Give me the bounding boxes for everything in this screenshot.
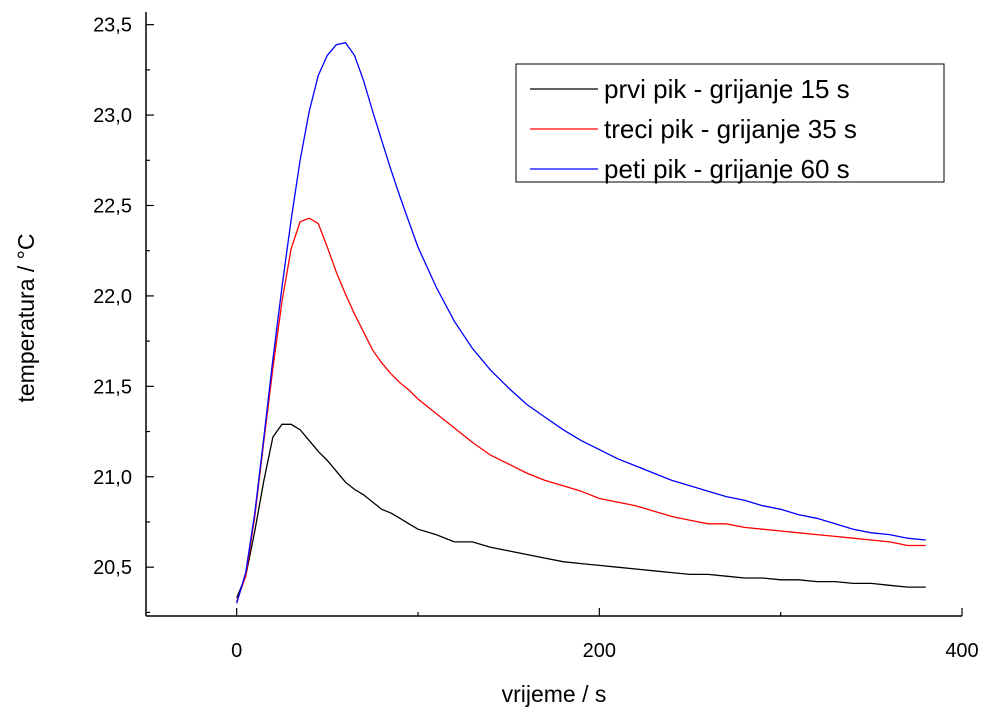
x-tick-label: 0 [231, 640, 242, 662]
y-tick-label: 23,5 [93, 15, 132, 37]
y-tick-label: 22,0 [93, 286, 132, 308]
x-axis-title: vrijeme / s [502, 681, 607, 707]
legend-item: peti pik - grijanje 60 s [530, 154, 850, 184]
series-line-3 [236, 41, 926, 604]
axes [145, 12, 963, 617]
y-tick-label: 21,0 [93, 467, 132, 489]
series-line-2 [236, 217, 926, 602]
legend-box [515, 63, 945, 183]
legend-label: prvi pik - grijanje 15 s [604, 74, 850, 104]
legend-item: prvi pik - grijanje 15 s [530, 74, 850, 104]
y-axis-title: temperatura / °C [13, 234, 39, 403]
x-tick-label: 400 [945, 640, 978, 662]
legend-label: treci pik - grijanje 35 s [604, 114, 857, 144]
y-tick-label: 21,5 [93, 376, 132, 398]
tick-labels: 20,5 21,0 21,5 22,0 22,5 23,0 23,5 0 200 400 [93, 15, 979, 662]
y-tick-label: 23,0 [93, 105, 132, 127]
y-tick-label: 22,5 [93, 195, 132, 217]
legend: prvi pik - grijanje 15 s treci pik - grij… [515, 63, 945, 184]
x-tick-label: 200 [583, 640, 616, 662]
legend-label: peti pik - grijanje 60 s [604, 154, 850, 184]
legend-item: treci pik - grijanje 35 s [530, 114, 857, 144]
plot-lines [236, 41, 926, 604]
y-tick-label: 20,5 [93, 557, 132, 579]
series-line-1 [236, 423, 926, 599]
